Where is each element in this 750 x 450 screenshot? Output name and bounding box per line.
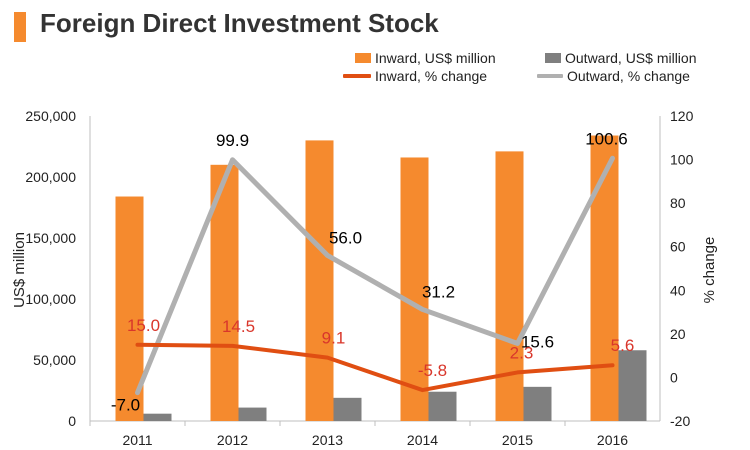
x-tick-label: 2014 [407, 432, 438, 448]
y-axis-title: US$ million [11, 232, 28, 308]
data-label-outward-2011: -7.0 [111, 396, 140, 415]
legend-item-inward-line: Inward, % change [343, 68, 487, 84]
x-tick-label: 2016 [597, 432, 628, 448]
bar-inward-2014 [400, 157, 429, 422]
y2-tick-label: 100 [670, 152, 694, 168]
data-label-inward-2012: 14.5 [222, 317, 255, 336]
y-tick-label: 150,000 [25, 230, 76, 246]
legend-label-inward-line: Inward, % change [375, 68, 488, 84]
y2-tick-label: 20 [670, 326, 686, 342]
bar-inward-2016 [590, 135, 619, 421]
x-tick-label: 2011 [122, 432, 152, 448]
bar-outward-2011 [143, 413, 172, 421]
x-tick-label: 2015 [502, 432, 533, 448]
data-label-outward-2014: 31.2 [422, 282, 455, 301]
y2-tick-label: 60 [670, 239, 686, 255]
y2-tick-label: 0 [670, 369, 678, 385]
y2-tick-label: 40 [670, 282, 686, 298]
bar-outward-2016 [618, 350, 647, 421]
y-tick-label: 200,000 [25, 169, 76, 185]
bar-inward-2015 [495, 151, 524, 421]
line-outward-pct-change [135, 155, 615, 396]
chart-marks: 0 50,000 100,000 150,000 200,000 250,000 -20 0 2… [25, 108, 693, 448]
legend-swatch-outward-line [537, 74, 563, 78]
x-tick-label: 2012 [217, 432, 248, 448]
y-tick-label: 100,000 [25, 291, 76, 307]
data-label-inward-2015: 2.3 [510, 343, 534, 362]
bar-outward-2012 [238, 407, 267, 421]
legend-swatch-inward-line [343, 74, 371, 78]
legend-label-outward-line: Outward, % change [567, 68, 690, 84]
data-label-outward-2012: 99.9 [216, 131, 249, 150]
data-label-inward-2016: 5.6 [611, 336, 635, 355]
legend-item-inward-bar: Inward, US$ million [355, 50, 496, 66]
bar-outward-2014 [428, 391, 457, 421]
legend-label-outward-bar: Outward, US$ million [565, 50, 697, 66]
legend-label-inward-bar: Inward, US$ million [375, 50, 496, 66]
legend-item-outward-line: Outward, % change [537, 68, 690, 84]
y-tick-label: 250,000 [25, 108, 76, 124]
legend-swatch-inward-bar [355, 53, 371, 63]
bar-outward-2015 [523, 386, 552, 421]
y2-tick-label: 80 [670, 195, 686, 211]
title-accent-bar [14, 12, 26, 42]
y2-axis-title: % change [701, 237, 718, 304]
chart-legend: Inward, US$ million Outward, US$ million… [0, 0, 750, 90]
legend-item-outward-bar: Outward, US$ million [545, 50, 697, 66]
legend-swatch-outward-bar [545, 53, 561, 63]
y2-tick-label: -20 [670, 413, 690, 429]
data-label-outward-2013: 56.0 [329, 228, 362, 247]
page-title: Foreign Direct Investment Stock [40, 8, 439, 38]
data-label-inward-2014: -5.8 [418, 361, 447, 380]
data-label-outward-2015: 15.6 [521, 332, 554, 351]
line-inward-pct-change [135, 342, 615, 393]
y-tick-label: 50,000 [33, 352, 76, 368]
bar-inward-2013 [305, 140, 334, 421]
data-label-outward-2016: 100.6 [585, 129, 628, 148]
bar-outward-2013 [333, 397, 362, 421]
data-label-inward-2013: 9.1 [322, 329, 346, 348]
y2-tick-label: 120 [670, 108, 694, 124]
y-tick-label: 0 [68, 413, 76, 429]
x-tick-label: 2013 [312, 432, 343, 448]
data-label-inward-2011: 15.0 [127, 316, 160, 335]
